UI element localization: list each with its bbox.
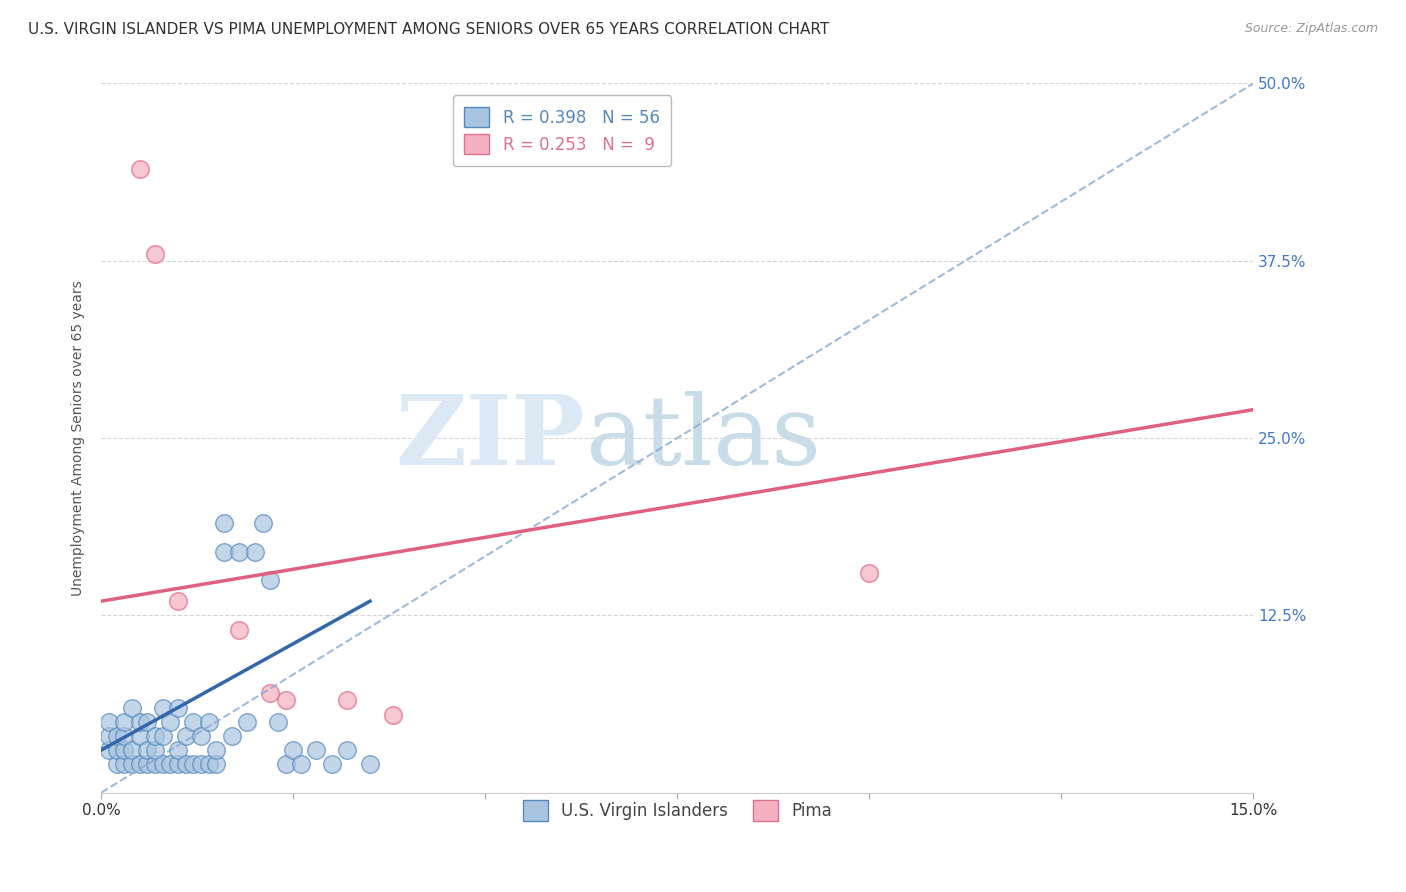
Point: [221, 729, 243, 743]
Point: [128, 729, 150, 743]
Y-axis label: Unemployment Among Seniors over 65 years: Unemployment Among Seniors over 65 years: [72, 280, 86, 596]
Point: [97, 743, 120, 757]
Point: [228, 544, 250, 558]
Point: [152, 729, 174, 743]
Point: [112, 714, 135, 729]
Point: [128, 714, 150, 729]
Point: [174, 729, 197, 743]
Point: [336, 693, 359, 707]
Point: [243, 544, 266, 558]
Point: [159, 757, 181, 772]
Point: [97, 729, 120, 743]
Point: [858, 566, 880, 580]
Point: [267, 714, 290, 729]
Point: [212, 516, 235, 530]
Point: [382, 707, 405, 722]
Point: [236, 714, 259, 729]
Point: [205, 757, 228, 772]
Point: [228, 623, 250, 637]
Point: [136, 714, 159, 729]
Point: [259, 573, 281, 587]
Point: [159, 714, 181, 729]
Point: [167, 743, 190, 757]
Point: [152, 757, 174, 772]
Point: [167, 700, 190, 714]
Point: [283, 743, 305, 757]
Point: [143, 757, 166, 772]
Point: [128, 757, 150, 772]
Point: [143, 729, 166, 743]
Point: [128, 161, 150, 176]
Point: [183, 757, 205, 772]
Point: [112, 757, 135, 772]
Point: [112, 729, 135, 743]
Point: [167, 594, 190, 608]
Point: [112, 743, 135, 757]
Point: [174, 757, 197, 772]
Point: [136, 743, 159, 757]
Point: [143, 743, 166, 757]
Point: [190, 729, 212, 743]
Point: [183, 714, 205, 729]
Point: [336, 743, 359, 757]
Point: [359, 757, 381, 772]
Point: [152, 700, 174, 714]
Point: [105, 743, 128, 757]
Point: [121, 757, 143, 772]
Point: [105, 757, 128, 772]
Text: U.S. VIRGIN ISLANDER VS PIMA UNEMPLOYMENT AMONG SENIORS OVER 65 YEARS CORRELATIO: U.S. VIRGIN ISLANDER VS PIMA UNEMPLOYMEN…: [28, 22, 830, 37]
Point: [274, 693, 297, 707]
Point: [274, 757, 297, 772]
Point: [305, 743, 328, 757]
Point: [212, 544, 235, 558]
Point: [105, 729, 128, 743]
Text: atlas: atlas: [585, 391, 821, 485]
Point: [121, 743, 143, 757]
Legend: U.S. Virgin Islanders, Pima: U.S. Virgin Islanders, Pima: [509, 787, 845, 834]
Text: ZIP: ZIP: [395, 391, 585, 485]
Text: Source: ZipAtlas.com: Source: ZipAtlas.com: [1244, 22, 1378, 36]
Point: [136, 757, 159, 772]
Point: [167, 757, 190, 772]
Point: [197, 757, 219, 772]
Point: [290, 757, 312, 772]
Point: [190, 757, 212, 772]
Point: [143, 246, 166, 260]
Point: [321, 757, 343, 772]
Point: [197, 714, 219, 729]
Point: [97, 714, 120, 729]
Point: [259, 686, 281, 700]
Point: [121, 700, 143, 714]
Point: [205, 743, 228, 757]
Point: [252, 516, 274, 530]
